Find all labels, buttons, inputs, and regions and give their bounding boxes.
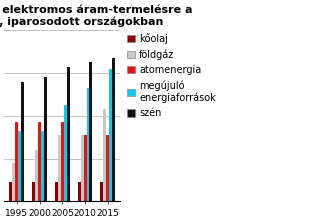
Legend: kőolaj, földgáz, atomenergia, megújuló
energiaforrások, szén: kőolaj, földgáz, atomenergia, megújuló e… <box>127 32 217 119</box>
Bar <box>38 122 41 201</box>
Bar <box>80 135 84 201</box>
Bar <box>100 182 103 201</box>
Bar <box>41 131 44 201</box>
Bar <box>18 131 21 201</box>
Bar <box>106 135 109 201</box>
Bar <box>64 105 67 201</box>
Bar <box>12 163 15 201</box>
Bar <box>21 82 24 201</box>
Bar <box>87 88 90 201</box>
Bar <box>55 182 58 201</box>
Bar <box>9 182 12 201</box>
Bar <box>77 182 80 201</box>
Bar <box>112 58 115 201</box>
Bar <box>61 122 64 201</box>
Bar <box>84 135 87 201</box>
Bar <box>109 69 112 201</box>
Bar <box>67 67 70 201</box>
Bar <box>44 77 47 201</box>
Bar <box>103 109 106 201</box>
Bar <box>90 62 93 201</box>
Title: Energia az elektromos áram-termelésre a
fejlett, iparosodott országokban: Energia az elektromos áram-termelésre a … <box>0 4 192 27</box>
Bar <box>35 150 38 201</box>
Bar <box>32 182 35 201</box>
Bar <box>58 135 61 201</box>
Bar <box>15 122 18 201</box>
